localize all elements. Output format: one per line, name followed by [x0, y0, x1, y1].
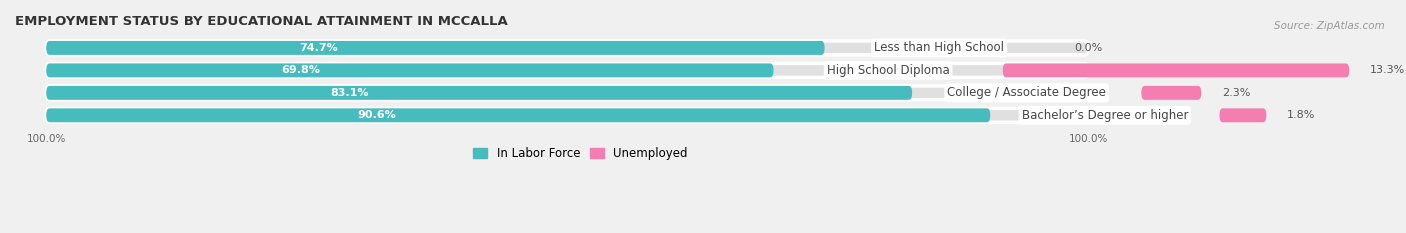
Text: Less than High School: Less than High School	[875, 41, 1004, 55]
Text: 1.8%: 1.8%	[1288, 110, 1316, 120]
Text: Bachelor’s Degree or higher: Bachelor’s Degree or higher	[1022, 109, 1188, 122]
Text: EMPLOYMENT STATUS BY EDUCATIONAL ATTAINMENT IN MCCALLA: EMPLOYMENT STATUS BY EDUCATIONAL ATTAINM…	[15, 15, 508, 28]
FancyBboxPatch shape	[46, 63, 773, 77]
FancyBboxPatch shape	[46, 41, 824, 55]
FancyBboxPatch shape	[1219, 108, 1267, 122]
Text: High School Diploma: High School Diploma	[827, 64, 949, 77]
Text: 83.1%: 83.1%	[330, 88, 368, 98]
FancyBboxPatch shape	[46, 63, 1088, 77]
FancyBboxPatch shape	[1002, 63, 1350, 77]
FancyBboxPatch shape	[46, 108, 1088, 122]
Text: 13.3%: 13.3%	[1369, 65, 1405, 75]
Legend: In Labor Force, Unemployed: In Labor Force, Unemployed	[468, 142, 693, 164]
FancyBboxPatch shape	[46, 86, 1088, 100]
Text: 69.8%: 69.8%	[281, 65, 321, 75]
Text: 0.0%: 0.0%	[1074, 43, 1102, 53]
Text: 90.6%: 90.6%	[357, 110, 396, 120]
FancyBboxPatch shape	[1142, 86, 1201, 100]
FancyBboxPatch shape	[46, 86, 912, 100]
Text: 74.7%: 74.7%	[299, 43, 337, 53]
Text: 2.3%: 2.3%	[1222, 88, 1250, 98]
FancyBboxPatch shape	[46, 41, 1088, 55]
Text: Source: ZipAtlas.com: Source: ZipAtlas.com	[1274, 21, 1385, 31]
FancyBboxPatch shape	[46, 108, 990, 122]
Text: College / Associate Degree: College / Associate Degree	[948, 86, 1107, 99]
